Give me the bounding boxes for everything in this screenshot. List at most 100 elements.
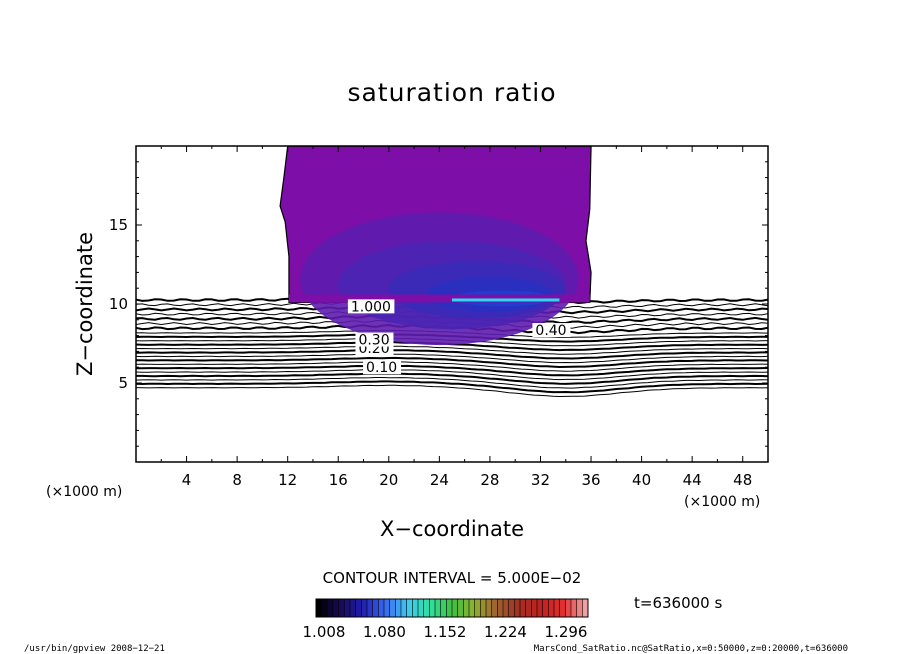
x-tick-label: 12 xyxy=(278,471,297,489)
footer-right: MarsCond_SatRatio.nc@SatRatio,x=0:50000,… xyxy=(534,644,848,654)
colorbar-tick-label: 1.224 xyxy=(484,623,527,641)
colorbar-stripe xyxy=(338,599,345,617)
contour-line xyxy=(136,384,768,398)
colorbar-stripe xyxy=(372,599,379,617)
colorbar-stripe xyxy=(327,599,333,617)
time-label: t=636000 s xyxy=(634,594,722,612)
contour-line xyxy=(136,364,768,377)
colorbar-stripe xyxy=(463,599,469,617)
colorbar-stripe xyxy=(446,599,452,617)
x-unit-label-left: (×1000 m) xyxy=(46,484,122,500)
colorbar-tick-label: 1.296 xyxy=(545,623,588,641)
colorbar-stripe xyxy=(333,599,339,617)
colorbar-stripe xyxy=(491,599,498,617)
colorbar-stripe xyxy=(412,599,418,617)
colorbar-stripe xyxy=(480,599,486,617)
colorbar-stripe xyxy=(508,599,515,617)
x-tick-label: 44 xyxy=(683,471,702,489)
colorbar-stripe xyxy=(531,599,537,617)
footer-left: /usr/bin/gpview 2008−12−21 xyxy=(24,644,165,654)
colorbar-stripe xyxy=(418,599,424,617)
colorbar xyxy=(315,598,589,618)
colorbar-tick-labels: 1.008 1.080 1.152 1.224 1.296 xyxy=(303,623,588,641)
colorbar-stripe xyxy=(316,599,322,617)
contour-interval-text: CONTOUR INTERVAL = 5.000E−02 xyxy=(323,569,582,587)
colorbar-stripe xyxy=(350,599,356,617)
colorbar-stripe xyxy=(503,599,509,617)
colorbar-stripe xyxy=(406,599,413,617)
colorbar-stripe xyxy=(344,599,350,617)
colorbar-stripe xyxy=(576,599,583,617)
x-tick-label: 4 xyxy=(182,471,192,489)
saturated-base xyxy=(288,294,590,303)
y-tick-label: 5 xyxy=(118,374,128,392)
contour-label: 1.000 xyxy=(351,299,391,315)
contour-line xyxy=(136,377,768,389)
contour-label: 0.40 xyxy=(535,323,566,339)
colorbar-stripe xyxy=(401,599,407,617)
contour-label: 0.10 xyxy=(366,360,397,376)
colorbar-stripe xyxy=(565,599,571,617)
contour-label-bg xyxy=(363,360,402,375)
x-tick-label: 20 xyxy=(379,471,398,489)
contour-line xyxy=(136,349,768,360)
contour-line xyxy=(136,372,768,385)
x-tick-label: 28 xyxy=(480,471,499,489)
x-tick-label: 8 xyxy=(232,471,242,489)
contour-line xyxy=(136,353,768,364)
y-axis-label: Z−coordinate xyxy=(73,232,97,376)
saturated-region xyxy=(279,146,592,346)
contour-label-bg xyxy=(347,299,395,314)
colorbar-stripe xyxy=(321,599,328,617)
colorbar-stripe xyxy=(429,599,435,617)
contour-label-bg xyxy=(532,323,571,338)
contour-line xyxy=(136,361,768,372)
colorbar-stripe xyxy=(542,599,549,617)
contour-line xyxy=(136,369,768,381)
contour-labels: 0.100.200.300.401.000 xyxy=(347,299,571,376)
x-tick-label: 40 xyxy=(632,471,651,489)
x-tick-label: 16 xyxy=(329,471,348,489)
contour-label: 0.30 xyxy=(358,333,389,349)
x-tick-label: 48 xyxy=(733,471,752,489)
colorbar-stripe xyxy=(395,599,401,617)
colorbar-stripe xyxy=(367,599,373,617)
colorbar-tick-label: 1.008 xyxy=(303,623,346,641)
x-unit-label-right: (×1000 m) xyxy=(684,494,760,510)
contour-label-bg xyxy=(355,332,394,347)
colorbar-stripe xyxy=(440,599,447,617)
colorbar-stripe xyxy=(571,599,577,617)
colorbar-stripe xyxy=(486,599,492,617)
contour-line xyxy=(136,345,768,355)
y-axis-ticks: 5 10 15 xyxy=(109,161,768,447)
contour-line xyxy=(136,356,768,369)
colorbar-stripe xyxy=(452,599,458,617)
colorbar-stripe xyxy=(435,599,441,617)
colorbar-stripe xyxy=(457,599,464,617)
colorbar-stripe xyxy=(355,599,362,617)
y-tick-label: 10 xyxy=(109,295,128,313)
x-tick-label: 24 xyxy=(430,471,449,489)
colorbar-stripe xyxy=(361,599,367,617)
x-axis-label: X−coordinate xyxy=(380,517,524,541)
x-axis-ticks: 4 8 12 16 20 24 28 32 36 40 44 48 xyxy=(160,146,752,489)
contour-line xyxy=(136,380,768,394)
colorbar-stripe xyxy=(559,599,566,617)
colorbar-tick-label: 1.080 xyxy=(363,623,406,641)
colorbar-stripe xyxy=(537,599,543,617)
saturated-peak xyxy=(452,298,560,302)
x-tick-label: 36 xyxy=(581,471,600,489)
colorbar-stripe xyxy=(384,599,390,617)
x-tick-label: 32 xyxy=(531,471,550,489)
colorbar-stripe xyxy=(548,599,554,617)
colorbar-frame xyxy=(315,598,589,618)
colorbar-stripe xyxy=(474,599,481,617)
plot-area xyxy=(136,146,768,398)
chart-title: saturation ratio xyxy=(347,78,556,107)
colorbar-stripe xyxy=(423,599,430,617)
colorbar-stripe xyxy=(554,599,560,617)
colorbar-stripe xyxy=(582,599,588,617)
y-tick-label: 15 xyxy=(109,216,128,234)
colorbar-stripe xyxy=(389,599,396,617)
